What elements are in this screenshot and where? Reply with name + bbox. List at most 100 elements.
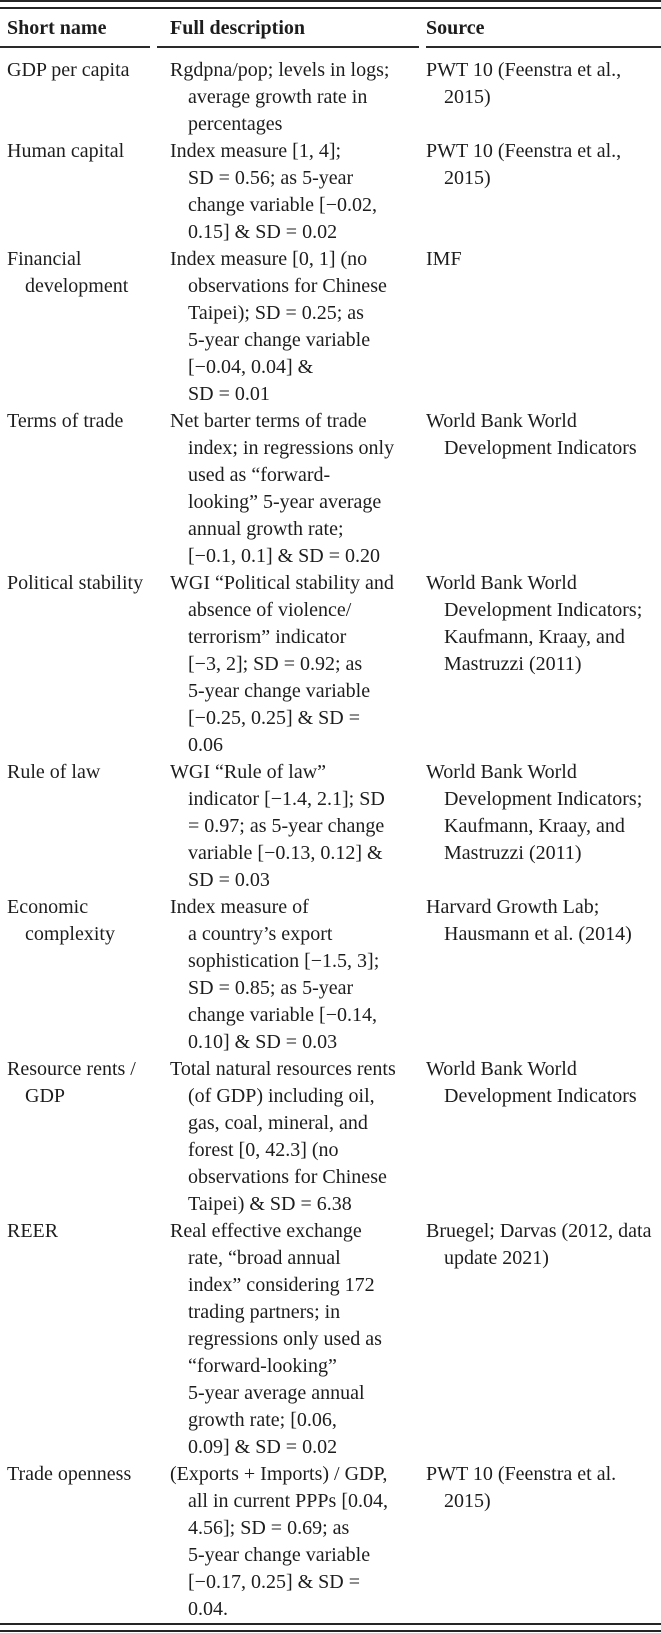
table-header-row: Short name Full description Source	[0, 9, 661, 48]
description-cell: Net barter terms of trade index; in regre…	[157, 408, 419, 570]
text-line: Resource rents /	[7, 1058, 136, 1080]
text-line: 0.10] & SD = 0.03	[188, 1031, 338, 1053]
text-line: [−0.17, 0.25] & SD =	[188, 1571, 361, 1593]
text-line: [−3, 2]; SD = 0.92; as	[188, 653, 363, 675]
text-line: 5-year change variable	[188, 1544, 371, 1566]
text-line: development	[25, 275, 129, 297]
text-line: used as “forward-	[188, 464, 331, 486]
header-short-name: Short name	[0, 9, 150, 48]
text-line: observations for Chinese	[188, 275, 387, 297]
text-line: Political stability	[7, 572, 144, 594]
text-line: Index measure of	[170, 896, 309, 918]
text-line: indicator [−1.4, 2.1]; SD	[188, 788, 385, 810]
text-line: Hausmann et al. (2014)	[444, 923, 632, 945]
text-line: PWT 10 (Feenstra et al.,	[426, 59, 622, 81]
text-line: Rgdpna/pop; levels in logs;	[170, 59, 390, 81]
text-line: Financial	[7, 248, 82, 270]
text-line: Mastruzzi (2011)	[444, 842, 582, 864]
text-line: WGI “Political stability and	[170, 572, 394, 594]
text-line: Harvard Growth Lab;	[426, 896, 600, 918]
source-cell: IMF	[426, 246, 661, 408]
text-line: 0.06	[188, 734, 223, 756]
short-name-cell: Political stability	[0, 570, 150, 759]
text-line: (Exports + Imports) / GDP,	[170, 1463, 388, 1485]
source-cell: World Bank World Development Indicators; K…	[426, 570, 661, 759]
text-line: all in current PPPs [0.04,	[188, 1490, 388, 1512]
description-cell: WGI “Political stability and absence of v…	[157, 570, 419, 759]
table-row: Economic complexity Index measure of a cou…	[0, 894, 661, 1056]
text-line: World Bank World	[426, 572, 577, 594]
short-name-cell: Resource rents / GDP	[0, 1056, 150, 1218]
description-cell: Real effective exchange rate, “broad annu…	[157, 1218, 419, 1461]
table-body: GDP per capita Rgdpna/pop; levels in log…	[0, 57, 661, 1623]
description-cell: Total natural resources rents (of GDP) in…	[157, 1056, 419, 1218]
text-line: 5-year change variable	[188, 680, 371, 702]
text-line: SD = 0.56; as 5-year	[188, 167, 354, 189]
text-line: Kaufmann, Kraay, and	[444, 815, 625, 837]
table-row: GDP per capita Rgdpna/pop; levels in log…	[0, 57, 661, 138]
text-line: absence of violence/	[188, 599, 352, 621]
short-name-cell: Human capital	[0, 138, 150, 246]
text-line: 5-year average annual	[188, 1382, 365, 1404]
text-line: GDP	[25, 1085, 66, 1107]
text-line: annual growth rate;	[188, 518, 344, 540]
short-name-cell: GDP per capita	[0, 57, 150, 138]
table-row: Rule of law WGI “Rule of law” indicator […	[0, 759, 661, 894]
table-row: Human capital Index measure [1, 4]; SD = …	[0, 138, 661, 246]
text-line: World Bank World	[426, 761, 577, 783]
text-line: 2015)	[444, 1490, 491, 1512]
description-cell: Index measure of a country’s export sophis…	[157, 894, 419, 1056]
text-line: SD = 0.01	[188, 383, 270, 405]
text-line: index” considering 172	[188, 1274, 375, 1296]
text-line: update 2021)	[444, 1247, 549, 1269]
text-line: GDP per capita	[7, 59, 130, 81]
text-line: SD = 0.03	[188, 869, 270, 891]
text-line: Taipei); SD = 0.25; as	[188, 302, 364, 324]
text-line: Economic	[7, 896, 89, 918]
short-name-cell: Economic complexity	[0, 894, 150, 1056]
text-line: World Bank World	[426, 1058, 577, 1080]
source-cell: World Bank World Development Indicators	[426, 1056, 661, 1218]
short-name-cell: Terms of trade	[0, 408, 150, 570]
text-line: Mastruzzi (2011)	[444, 653, 582, 675]
table-row: Terms of trade Net barter terms of trade…	[0, 408, 661, 570]
text-line: gas, coal, mineral, and	[188, 1112, 368, 1134]
table-row: Trade openness (Exports + Imports) / GDP…	[0, 1461, 661, 1623]
text-line: 0.04.	[188, 1598, 228, 1620]
description-cell: WGI “Rule of law” indicator [−1.4, 2.1]; …	[157, 759, 419, 894]
text-line: PWT 10 (Feenstra et al.,	[426, 140, 622, 162]
text-line: average growth rate in	[188, 86, 368, 108]
table-row: Financial development Index measure [0, 1…	[0, 246, 661, 408]
text-line: Rule of law	[7, 761, 101, 783]
text-line: terrorism” indicator	[188, 626, 347, 648]
text-line: “forward-looking”	[188, 1355, 337, 1377]
source-cell: Harvard Growth Lab; Hausmann et al. (2014…	[426, 894, 661, 1056]
text-line: Kaufmann, Kraay, and	[444, 626, 625, 648]
source-cell: World Bank World Development Indicators	[426, 408, 661, 570]
text-line: Human capital	[7, 140, 125, 162]
text-line: Net barter terms of trade	[170, 410, 367, 432]
short-name-cell: REER	[0, 1218, 150, 1461]
text-line: sophistication [−1.5, 3];	[188, 950, 380, 972]
text-line: 0.09] & SD = 0.02	[188, 1436, 338, 1458]
short-name-cell: Trade openness	[0, 1461, 150, 1623]
text-line: 0.15] & SD = 0.02	[188, 221, 338, 243]
text-line: Index measure [1, 4];	[170, 140, 342, 162]
table-row: Resource rents / GDP Total natural resour…	[0, 1056, 661, 1218]
text-line: 2015)	[444, 167, 491, 189]
source-cell: PWT 10 (Feenstra et al. 2015)	[426, 1461, 661, 1623]
text-line: 2015)	[444, 86, 491, 108]
text-line: Development Indicators;	[444, 788, 643, 810]
text-line: Development Indicators;	[444, 599, 643, 621]
text-line: Total natural resources rents	[170, 1058, 396, 1080]
text-line: [−0.04, 0.04] &	[188, 356, 314, 378]
text-line: percentages	[188, 113, 283, 135]
text-line: trading partners; in	[188, 1301, 341, 1323]
text-line: (of GDP) including oil,	[188, 1085, 375, 1107]
text-line: Terms of trade	[7, 410, 124, 432]
text-line: Real effective exchange	[170, 1220, 362, 1242]
short-name-cell: Financial development	[0, 246, 150, 408]
source-cell: PWT 10 (Feenstra et al., 2015)	[426, 138, 661, 246]
text-line: Taipei) & SD = 6.38	[188, 1193, 352, 1215]
description-cell: Index measure [0, 1] (no observations for…	[157, 246, 419, 408]
